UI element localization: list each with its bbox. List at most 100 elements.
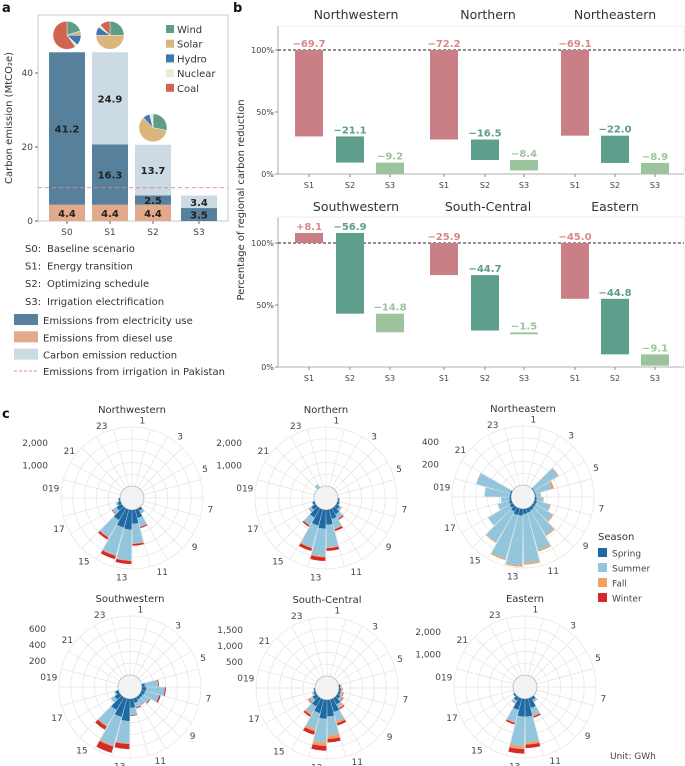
bar-value-label: +8.1	[296, 222, 322, 233]
polar-bar-summer-hour-16	[488, 504, 513, 526]
hour-label: 21	[64, 447, 75, 457]
bar-segment-reduction	[92, 52, 128, 145]
y-tick-label: 100%	[251, 46, 274, 55]
x-tick-label: S3	[385, 181, 395, 190]
legend-label: Nuclear	[177, 69, 216, 80]
grid-spoke	[111, 698, 128, 756]
polar-bar-winter-hour-14	[100, 550, 116, 560]
legend-swatch-coal	[166, 83, 174, 92]
polar-bar-fall-hour-17	[311, 692, 314, 696]
radial-tick-label: 2,000	[22, 439, 48, 449]
grid-spoke	[463, 651, 515, 682]
polar-bar-winter-hour-16	[111, 509, 116, 515]
polar-bar-summer-hour-13	[505, 515, 523, 566]
hour-label: 23	[291, 612, 302, 622]
x-tick-label: S2	[480, 374, 490, 383]
polar-bar-summer-hour-7	[145, 687, 165, 696]
polar-bar-fall-hour-15	[304, 709, 312, 716]
pie-slice-wind	[152, 113, 168, 131]
polar-bar-spring-hour-6	[534, 493, 536, 497]
polar-title: South-Central	[292, 595, 361, 606]
polar-bar-spring-hour-15	[511, 505, 517, 512]
grid-spoke	[94, 625, 125, 677]
panel-c-polar-charts: Northwestern135791113151719212301,0002,0…	[22, 404, 656, 766]
polar-bar-summer-hour-13	[510, 715, 525, 747]
polar-bar-spring-hour-8	[533, 500, 537, 505]
panel-label-b: b	[233, 1, 242, 16]
hour-label: 7	[205, 694, 211, 704]
polar-bar-spring-hour-11	[528, 697, 536, 709]
grid-spoke	[132, 618, 149, 676]
polar-bar-winter-hour-10	[533, 699, 538, 702]
grid-spoke	[536, 689, 594, 706]
hour-label: 3	[175, 621, 181, 631]
polar-bar-summer-hour-17	[114, 691, 117, 696]
bar-value-label: 4.4	[144, 209, 162, 220]
grid-spoke	[454, 499, 512, 516]
polar-bar-spring-hour-9	[138, 693, 143, 698]
bar-value-label: 3.4	[190, 198, 208, 209]
polar-bar-summer-hour-13	[116, 528, 132, 561]
grid-spoke	[257, 479, 315, 496]
grid-spoke	[337, 479, 395, 496]
grid-spoke	[291, 626, 322, 678]
waterfall-bar-S3	[641, 354, 669, 366]
legend-swatch-fall	[598, 578, 607, 587]
polar-bar-summer-hour-10	[139, 508, 145, 513]
legend-title: Season	[598, 532, 634, 543]
polar-bar-winter-hour-15	[98, 531, 109, 540]
grid-spoke	[336, 503, 388, 534]
polar-bar-summer-hour-8	[338, 501, 341, 506]
polar-bar-winter-hour-10	[339, 705, 345, 710]
polar-bar-summer-hour-13	[313, 717, 327, 743]
polar-bar-winter-hour-10	[338, 515, 344, 520]
x-tick-label: S2	[345, 374, 355, 383]
polar-bar-spring-hour-10	[332, 506, 340, 515]
radial-tick-label: 0	[433, 483, 439, 493]
hour-label: 23	[96, 422, 107, 432]
polar-bar-winter-hour-12	[130, 714, 138, 716]
grid-spoke	[290, 508, 321, 560]
polar-bar-spring-hour-7	[337, 498, 340, 502]
hour-label: 11	[157, 568, 168, 578]
y-tick-label: 0	[27, 217, 33, 227]
hour-label: 9	[585, 732, 591, 742]
bar-segment-electricity	[181, 208, 217, 221]
legend-swatch-summer	[598, 563, 607, 572]
grid-spoke	[461, 461, 513, 492]
polar-bar-summer-hour-12	[525, 715, 539, 743]
grid-spoke	[258, 669, 316, 686]
grid-spoke	[334, 506, 377, 549]
polar-bar-summer-hour-10	[530, 507, 554, 535]
waterfall-bar-S1	[295, 50, 323, 137]
polar-bar-winter-hour-9	[146, 698, 151, 704]
polar-bar-summer-hour-11	[331, 517, 342, 529]
waterfall-bar-S2	[601, 135, 629, 163]
scenario-description: Baseline scenario	[47, 244, 135, 255]
bar-value-label: −21.1	[333, 125, 366, 136]
polar-bar-winter-hour-12	[326, 546, 340, 551]
y-tick-label: 100%	[251, 239, 274, 248]
polar-bar-fall-hour-15	[485, 534, 497, 543]
grid-spoke	[534, 499, 592, 516]
grid-spoke	[535, 692, 587, 723]
polar-bar-fall-hour-8	[340, 692, 344, 697]
polar-bar-winter-hour-11	[140, 524, 148, 529]
grid-spoke	[531, 505, 574, 548]
polar-bar-spring-hour-7	[534, 497, 537, 501]
hour-label: 11	[351, 568, 362, 578]
polar-bar-winter-hour-11	[135, 705, 141, 709]
x-tick-label: S2	[610, 181, 620, 190]
polar-center-hole	[510, 484, 536, 510]
polar-bar-summer-hour-6	[144, 679, 159, 687]
grid-spoke	[265, 693, 317, 724]
hour-label: 23	[94, 611, 105, 621]
grid-spoke	[456, 689, 514, 706]
hour-label: 7	[600, 694, 606, 704]
grid-spoke	[328, 429, 345, 487]
x-tick-label: S3	[193, 228, 204, 238]
